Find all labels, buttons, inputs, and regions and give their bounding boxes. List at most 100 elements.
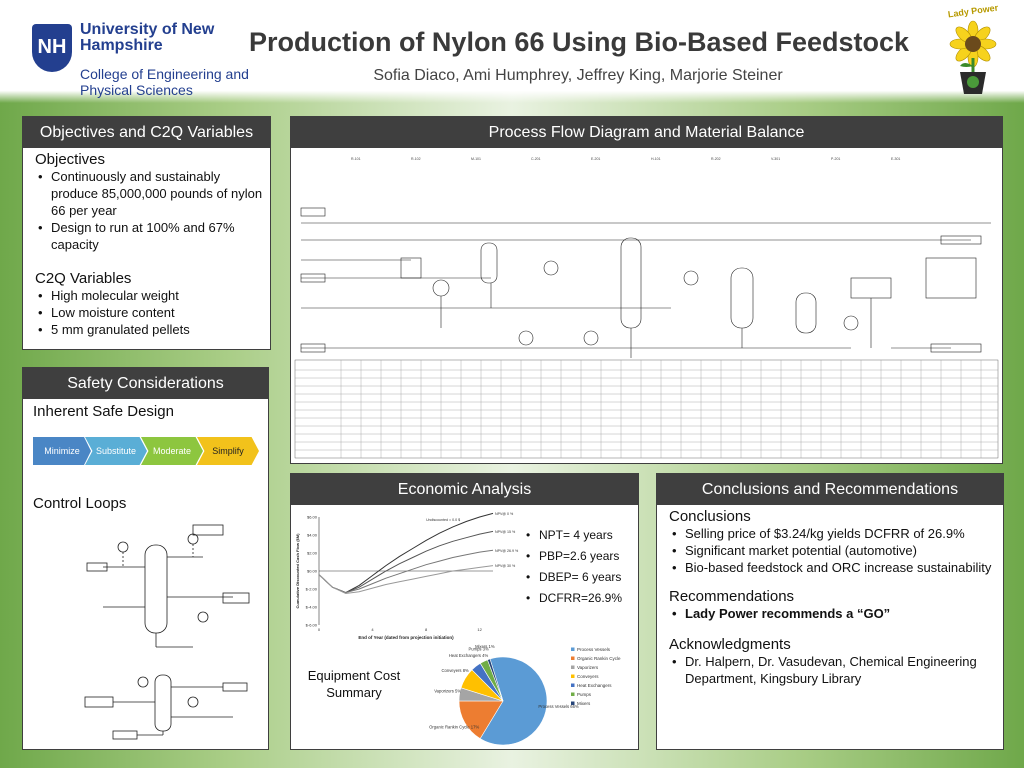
step-simplify: Simplify	[197, 437, 259, 465]
cash-flow-chart: $-6.00 $-4.00 $-2.00 $0.00 $2.00 $4.00 $6.00 0 4…	[295, 512, 519, 640]
sunflower-pot-icon	[949, 20, 997, 94]
svg-text:C-201: C-201	[531, 157, 541, 161]
y-axis-label: Cumulative Discounted Cash Flow ($M)	[295, 533, 300, 609]
inherent-safe-title: Inherent Safe Design	[33, 403, 174, 420]
inherent-safe-arrows: Minimize Substitute Moderate Simplify	[33, 437, 259, 465]
y-tick-label: $-4.00	[306, 605, 318, 610]
pie-slice	[487, 658, 504, 702]
recommendation-item: Lady Power recommends a “GO”	[669, 605, 995, 622]
objectives-panel: Objectives and C2Q Variables Objectives …	[22, 116, 271, 350]
step-moderate: Moderate	[141, 437, 203, 465]
lady-power-mascot: Lady Power	[936, 3, 1010, 98]
legend-entry: Mixers	[577, 701, 591, 706]
x-tick-label: 12	[477, 627, 482, 632]
y-tick-label: $2.00	[307, 551, 318, 556]
legend-entry: Heat Exchangers	[577, 683, 612, 688]
legend-entry: Vaporizers	[577, 665, 599, 670]
control-loop-diagram	[84, 524, 250, 740]
legend-swatch	[571, 665, 575, 669]
objectives-list: Continuously and sustainably produce 85,…	[35, 168, 264, 253]
economic-panel: Economic Analysis $-6.00 $-4.00 $-2.00 $0.0…	[290, 473, 639, 750]
c2q-item: Low moisture content	[35, 304, 264, 321]
objectives-title: Objectives	[35, 151, 106, 168]
pie-data-label: Process Vessels 66%	[538, 704, 579, 709]
y-tick-label: $-6.00	[306, 623, 318, 628]
poster-title: Production of Nylon 66 Using Bio-Based F…	[248, 27, 910, 57]
step-minimize: Minimize	[33, 437, 91, 465]
unh-shield-icon: NH	[32, 24, 72, 72]
svg-text:E-301: E-301	[891, 157, 900, 161]
x-tick-label: 0	[318, 627, 321, 632]
series-annotation: NPV@ 15 %	[495, 530, 516, 534]
pie-data-label: Pumps 3%	[468, 647, 489, 652]
objective-item: Design to run at 100% and 67% capacity	[35, 219, 264, 253]
objectives-panel-heading: Objectives and C2Q Variables	[23, 117, 270, 148]
process-flow-diagram: R-101 R-102 M-101 C-201 E-201 H-101 R-202 V-3…	[294, 157, 999, 459]
conclusions-title: Conclusions	[669, 508, 751, 525]
c2q-item: High molecular weight	[35, 287, 264, 304]
kpi-dbep: DBEP= 6 years	[523, 567, 635, 588]
kpi-pbp: PBP=2.6 years	[523, 546, 635, 567]
legend-entry: Pumps	[577, 692, 592, 697]
economic-kpi-list: NPT= 4 years PBP=2.6 years DBEP= 6 years…	[523, 525, 635, 609]
equipment-cost-title: Equipment Cost Summary	[307, 668, 401, 700]
step-substitute: Substitute	[85, 437, 147, 465]
svg-text:R-101: R-101	[351, 157, 361, 161]
poster-authors: Sofia Diaco, Ami Humphrey, Jeffrey King,…	[373, 67, 783, 84]
legend-entry: Conveyers	[577, 674, 599, 679]
pie-data-label: Conveyers 8%	[442, 668, 470, 673]
university-name: University of New Hampshire	[80, 21, 215, 54]
pie-slice	[479, 656, 548, 746]
legend-swatch	[571, 647, 575, 651]
x-tick-label: 4	[371, 627, 374, 632]
kpi-dcfrr: DCFRR=26.9%	[523, 588, 635, 609]
svg-text:M-101: M-101	[471, 157, 481, 161]
conclusion-item: Selling price of $3.24/kg yields DCFRR o…	[669, 525, 995, 542]
pfd-panel: Process Flow Diagram and Material Balanc…	[290, 116, 1003, 464]
series-annotation: NPV@ 30 %	[495, 564, 516, 568]
kpi-npt: NPT= 4 years	[523, 525, 635, 546]
conclusions-panel: Conclusions and Recommendations Conclusi…	[656, 473, 1004, 750]
y-tick-label: $6.00	[307, 515, 318, 520]
cash-flow-series-line	[318, 565, 494, 595]
cash-flow-series-line	[318, 530, 494, 594]
pie-data-label: Organic Rankin Cycle 17%	[429, 724, 479, 729]
legend-entry: Process Vessels	[577, 647, 611, 652]
y-tick-label: $4.00	[307, 533, 318, 538]
recommendations-title: Recommendations	[669, 588, 795, 605]
svg-text:R-102: R-102	[411, 157, 421, 161]
c2q-list: High molecular weight Low moisture conte…	[35, 287, 264, 338]
pie-slice	[458, 700, 504, 740]
legend-swatch	[571, 683, 575, 687]
pie-data-label: Mixers 1%	[475, 644, 495, 649]
svg-text:R-202: R-202	[711, 157, 721, 161]
objective-item: Continuously and sustainably produce 85,…	[35, 168, 264, 219]
legend-swatch	[571, 656, 575, 660]
economic-panel-heading: Economic Analysis	[291, 474, 638, 505]
legend-swatch	[571, 674, 575, 678]
series-annotation: NPV@ 26.9 %	[495, 549, 519, 553]
svg-text:E-201: E-201	[591, 157, 600, 161]
legend-entry: Organic Rankin Cycle	[577, 656, 621, 661]
x-axis-label: End of Year (dated from projection initi…	[358, 635, 454, 640]
conclusion-item: Bio-based feedstock and ORC increase sus…	[669, 559, 995, 576]
safety-panel-heading: Safety Considerations	[23, 368, 268, 399]
pie-data-label: Heat Exchangers 4%	[449, 653, 489, 658]
acknowledgments-list: Dr. Halpern, Dr. Vasudevan, Chemical Eng…	[669, 653, 995, 687]
svg-text:H-101: H-101	[651, 157, 661, 161]
pie-data-label: Vaporizers 5%	[434, 688, 461, 693]
svg-text:V-301: V-301	[771, 157, 780, 161]
series-annotation: Undiscounted = 0.0 $	[426, 518, 460, 522]
conclusions-list: Selling price of $3.24/kg yields DCFRR o…	[669, 525, 995, 576]
control-loops-title: Control Loops	[33, 495, 127, 512]
safety-panel: Safety Considerations Inherent Safe Desi…	[22, 367, 269, 750]
conclusions-panel-heading: Conclusions and Recommendations	[657, 474, 1003, 505]
equipment-cost-pie-chart: Process Vessels 66% Organic Rankin Cycle …	[429, 644, 621, 746]
acknowledgment-item: Dr. Halpern, Dr. Vasudevan, Chemical Eng…	[669, 653, 995, 687]
conclusion-item: Significant market potential (automotive…	[669, 542, 995, 559]
svg-text:P-201: P-201	[831, 157, 840, 161]
material-balance-table	[294, 359, 999, 459]
y-tick-label: $0.00	[307, 569, 318, 574]
recommendations-list: Lady Power recommends a “GO”	[669, 605, 995, 622]
x-tick-label: 8	[425, 627, 428, 632]
